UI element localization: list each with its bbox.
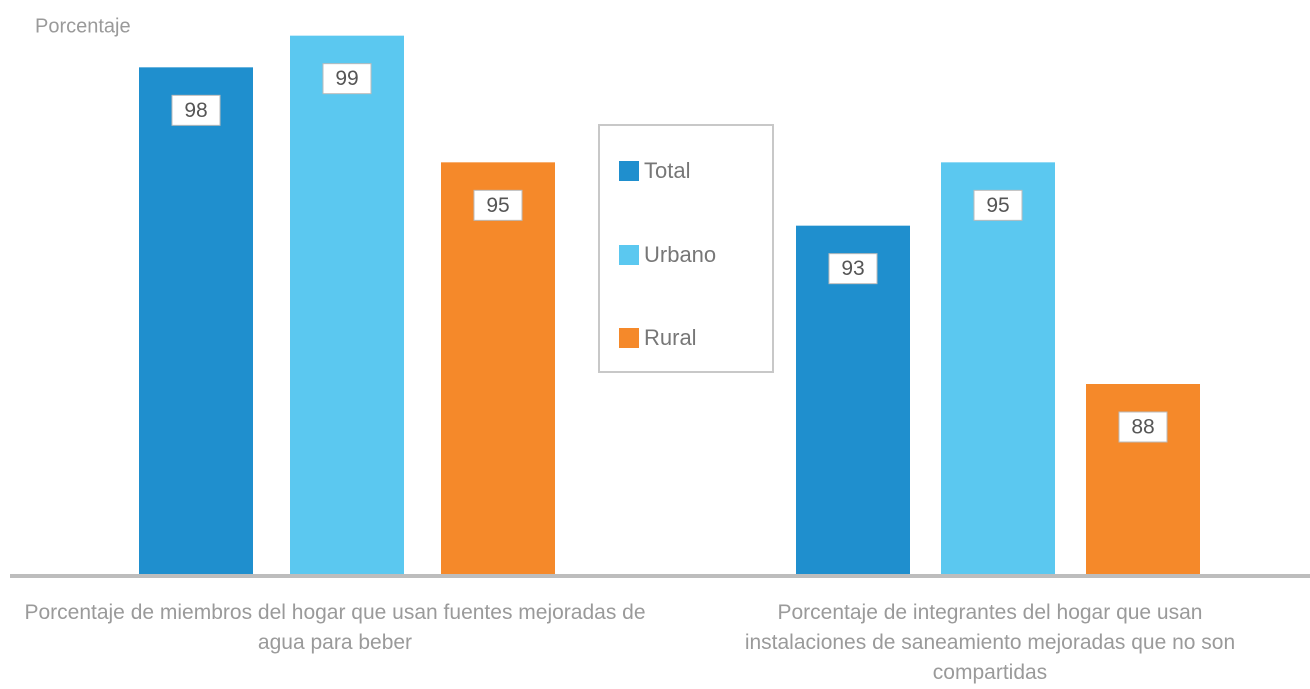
value-label: 99 [335, 67, 358, 90]
legend-box [598, 124, 774, 373]
y-axis-label: Porcentaje [35, 15, 131, 37]
legend-label: Rural [644, 325, 697, 350]
legend-label: Urbano [644, 242, 716, 267]
value-label-box [828, 253, 878, 285]
value-label-box [322, 63, 372, 95]
bar [290, 35, 404, 574]
x-category-label: Porcentaje de integrantes del hogar que … [744, 601, 1236, 684]
legend-label: Total [644, 158, 690, 183]
bar [941, 162, 1055, 575]
value-label: 98 [184, 99, 207, 122]
value-label: 95 [986, 194, 1009, 217]
bar [139, 67, 253, 574]
legend-swatch [619, 161, 639, 181]
value-label-box [171, 94, 221, 126]
legend-swatch [619, 245, 639, 265]
value-label-box [973, 189, 1023, 221]
x-category-label: Porcentaje de miembros del hogar que usa… [24, 601, 646, 654]
value-label: 95 [486, 194, 509, 217]
value-label-box [1118, 411, 1168, 443]
value-label: 93 [841, 257, 864, 280]
value-label-box [473, 189, 523, 221]
legend-swatch [619, 328, 639, 348]
value-label: 88 [1131, 416, 1154, 439]
bar [441, 162, 555, 575]
